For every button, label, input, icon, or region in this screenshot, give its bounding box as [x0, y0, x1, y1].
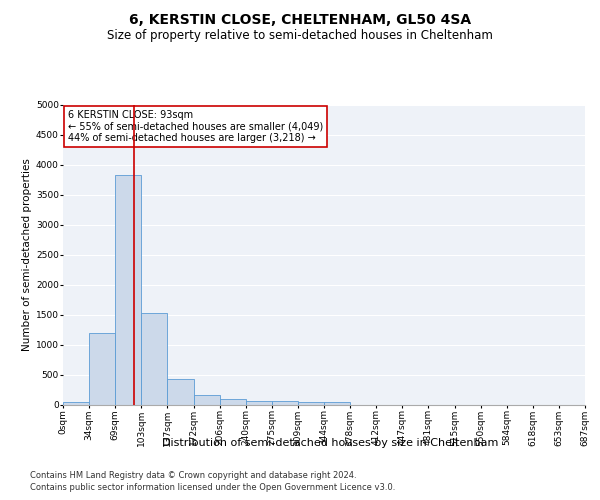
Bar: [298, 402, 324, 405]
Text: 6, KERSTIN CLOSE, CHELTENHAM, GL50 4SA: 6, KERSTIN CLOSE, CHELTENHAM, GL50 4SA: [129, 12, 471, 26]
Bar: [142, 313, 167, 405]
Bar: [246, 401, 272, 405]
Bar: [115, 175, 142, 405]
Text: 6 KERSTIN CLOSE: 93sqm
← 55% of semi-detached houses are smaller (4,049)
44% of : 6 KERSTIN CLOSE: 93sqm ← 55% of semi-det…: [68, 110, 323, 142]
Bar: [220, 399, 246, 405]
Bar: [324, 402, 350, 405]
Text: Contains HM Land Registry data © Crown copyright and database right 2024.: Contains HM Land Registry data © Crown c…: [30, 471, 356, 480]
Bar: [89, 333, 115, 405]
Bar: [193, 396, 220, 405]
Y-axis label: Number of semi-detached properties: Number of semi-detached properties: [22, 158, 32, 352]
Bar: [272, 402, 298, 405]
Bar: [167, 379, 193, 405]
Text: Distribution of semi-detached houses by size in Cheltenham: Distribution of semi-detached houses by …: [162, 438, 498, 448]
Text: Size of property relative to semi-detached houses in Cheltenham: Size of property relative to semi-detach…: [107, 29, 493, 42]
Bar: [63, 402, 89, 405]
Text: Contains public sector information licensed under the Open Government Licence v3: Contains public sector information licen…: [30, 484, 395, 492]
